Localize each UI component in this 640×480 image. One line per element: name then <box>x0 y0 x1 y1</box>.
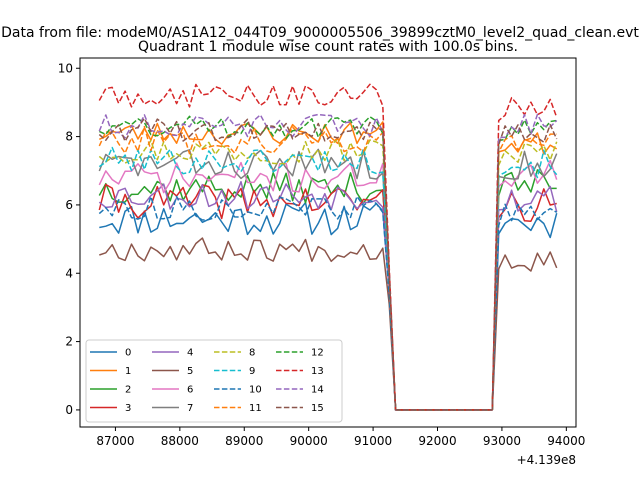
x-tick: 89000 <box>225 427 263 448</box>
legend-entry-5: 5 <box>152 366 193 377</box>
legend-entry-0: 0 <box>90 348 131 359</box>
x-tick: 87000 <box>96 427 135 448</box>
y-tick-label: 2 <box>65 335 73 349</box>
series-line-15 <box>98 117 558 411</box>
legend-label: 15 <box>311 403 324 414</box>
y-tick: 8 <box>65 130 80 144</box>
y-tick: 2 <box>65 335 80 349</box>
y-tick-label: 6 <box>65 198 73 212</box>
legend-label: 0 <box>125 348 131 359</box>
x-tick: 88000 <box>161 427 199 448</box>
legend-label: 2 <box>125 385 131 396</box>
x-tick-label: 91000 <box>354 434 392 448</box>
legend-label: 6 <box>187 385 193 396</box>
legend-label: 8 <box>249 348 255 359</box>
legend-label: 12 <box>311 348 324 359</box>
legend-entry-13: 13 <box>276 366 324 377</box>
y-tick: 0 <box>65 403 80 417</box>
series-lines <box>98 83 558 411</box>
legend-entry-2: 2 <box>90 385 131 396</box>
x-tick: 93000 <box>483 427 521 448</box>
x-tick-label: 94000 <box>547 434 585 448</box>
x-tick-label: 93000 <box>483 434 521 448</box>
legend-label: 7 <box>187 403 193 414</box>
x-tick-label: 87000 <box>96 434 134 448</box>
y-tick: 10 <box>58 61 80 75</box>
legend-entry-9: 9 <box>214 366 255 377</box>
legend-label: 9 <box>249 366 255 377</box>
y-tick-label: 10 <box>58 61 73 75</box>
legend-entry-7: 7 <box>152 403 193 414</box>
legend-label: 13 <box>311 366 324 377</box>
y-tick-label: 8 <box>65 130 73 144</box>
x-tick: 92000 <box>418 427 457 448</box>
legend-label: 3 <box>125 403 131 414</box>
figure-suptitle: Data from file: modeM0/AS1A12_044T09_900… <box>1 25 639 41</box>
x-tick-label: 92000 <box>418 434 456 448</box>
legend-entry-8: 8 <box>214 348 255 359</box>
legend-entry-4: 4 <box>152 348 193 359</box>
x-tick-label: 88000 <box>161 434 199 448</box>
x-tick-label: 90000 <box>290 434 328 448</box>
plot-frame <box>79 57 577 428</box>
y-tick: 4 <box>65 266 80 280</box>
x-tick: 94000 <box>547 427 585 448</box>
legend-label: 11 <box>249 403 262 414</box>
legend-entry-10: 10 <box>214 385 262 396</box>
y-tick-label: 4 <box>65 266 73 280</box>
legend-entry-12: 12 <box>276 348 324 359</box>
x-tick: 90000 <box>290 427 328 448</box>
legend-entry-3: 3 <box>90 403 131 414</box>
series-line-13 <box>98 83 558 411</box>
y-tick-label: 0 <box>65 403 73 417</box>
series-line-5 <box>99 237 558 411</box>
x-tick: 91000 <box>354 427 392 448</box>
legend-entry-14: 14 <box>276 385 324 396</box>
legend-entry-11: 11 <box>214 403 262 414</box>
x-tick-label: 89000 <box>225 434 263 448</box>
chart-title: Quadrant 1 module wise count rates with … <box>138 39 518 55</box>
legend-entry-6: 6 <box>152 385 193 396</box>
legend-label: 4 <box>187 348 193 359</box>
series-line-10 <box>98 195 558 411</box>
x-offset-label: +4.139e8 <box>517 453 576 467</box>
y-tick: 6 <box>65 198 80 212</box>
legend-frame <box>85 339 343 423</box>
legend-entry-15: 15 <box>276 403 324 414</box>
axes: 87000 88000 89000 90000 91000 92000 93000 94000… <box>58 61 586 448</box>
legend-label: 10 <box>249 385 262 396</box>
legend-label: 14 <box>311 385 324 396</box>
legend-entry-1: 1 <box>90 366 131 377</box>
legend-label: 1 <box>125 366 131 377</box>
legend-label: 5 <box>187 366 193 377</box>
